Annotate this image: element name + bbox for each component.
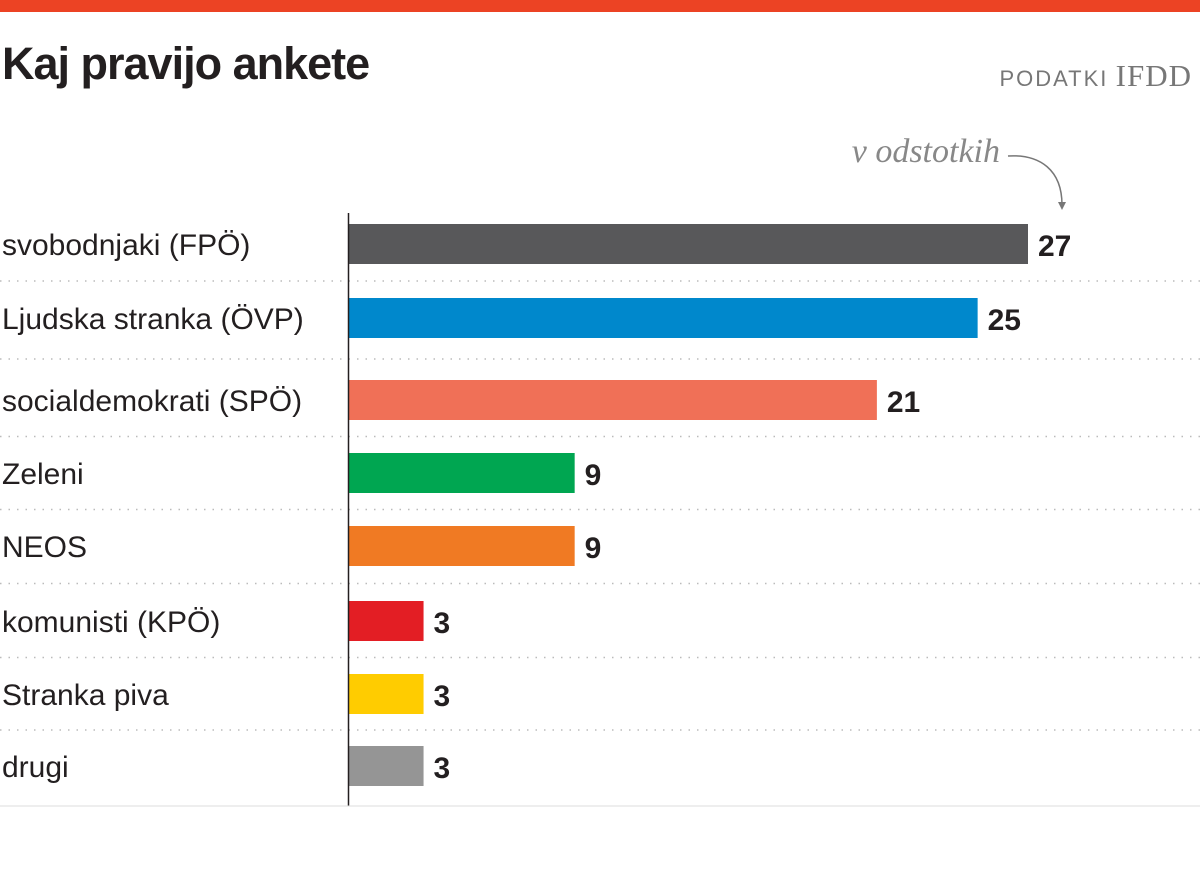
bar bbox=[348, 298, 978, 338]
value-label: 9 bbox=[585, 532, 602, 565]
top-accent-bar bbox=[0, 0, 1200, 12]
value-label: 21 bbox=[887, 386, 920, 419]
arrowhead-icon bbox=[1058, 202, 1066, 210]
category-label: Zeleni bbox=[2, 458, 84, 491]
bar bbox=[348, 601, 424, 641]
arrow-icon bbox=[1007, 155, 1063, 206]
bar bbox=[348, 224, 1028, 264]
category-label: Ljudska stranka (ÖVP) bbox=[2, 303, 304, 336]
value-label: 25 bbox=[988, 304, 1021, 337]
source-label: PODATKI bbox=[999, 66, 1109, 91]
bar bbox=[348, 746, 424, 786]
value-label: 3 bbox=[434, 607, 451, 640]
source-org: IFDD bbox=[1115, 58, 1192, 93]
value-label: 9 bbox=[585, 459, 602, 492]
category-label: komunisti (KPÖ) bbox=[2, 606, 220, 639]
bar bbox=[348, 453, 575, 493]
bar bbox=[348, 380, 877, 420]
value-label: 27 bbox=[1038, 230, 1071, 263]
category-label: drugi bbox=[2, 751, 69, 784]
value-label: 3 bbox=[434, 680, 451, 713]
chart-title: Kaj pravijo ankete bbox=[2, 38, 370, 89]
category-label: Stranka piva bbox=[2, 679, 169, 712]
category-label: socialdemokrati (SPÖ) bbox=[2, 385, 302, 418]
category-label: svobodnjaki (FPÖ) bbox=[2, 229, 250, 262]
value-label: 3 bbox=[434, 752, 451, 785]
category-label: NEOS bbox=[2, 531, 87, 564]
bar bbox=[348, 674, 424, 714]
source-credit: PODATKI IFDD bbox=[999, 58, 1192, 94]
bar bbox=[348, 526, 575, 566]
unit-note: v odstotkih bbox=[852, 133, 1000, 170]
